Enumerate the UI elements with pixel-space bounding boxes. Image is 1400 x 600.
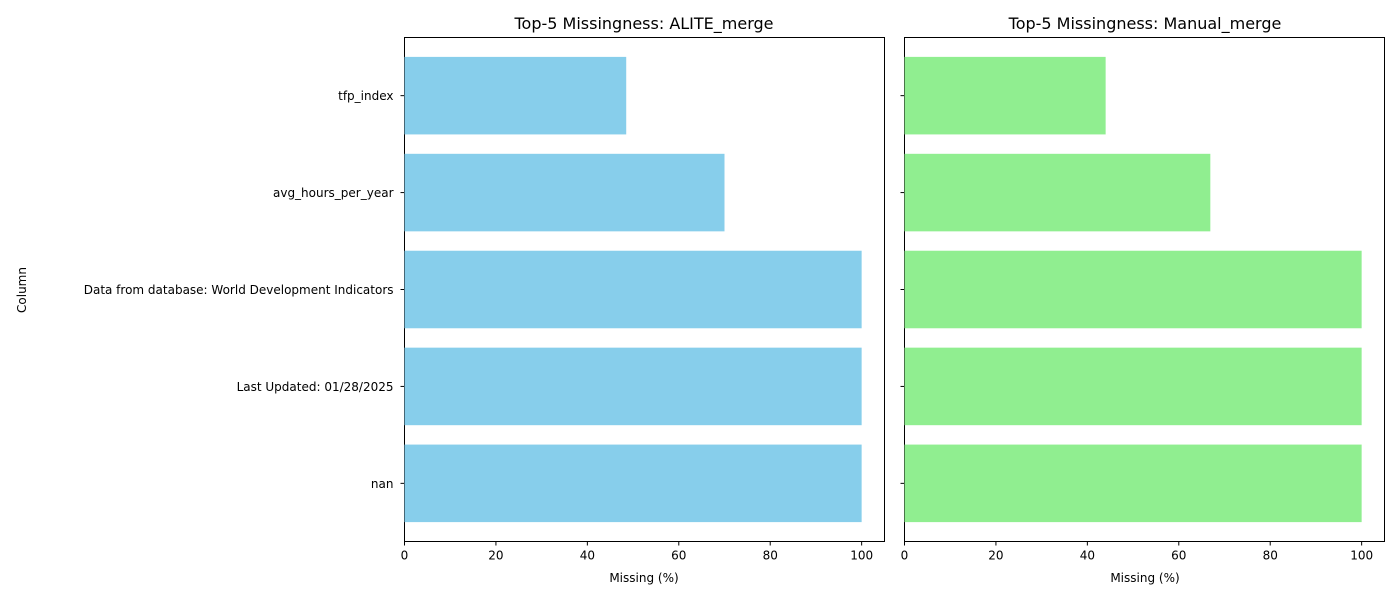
bar	[404, 153, 725, 232]
x-axis-ticks: 0 20 40 60 80 100	[401, 541, 873, 563]
bars	[904, 56, 1362, 523]
y-tick-label: Data from database: World Development In…	[84, 283, 394, 297]
x-tick-label: 40	[580, 549, 595, 563]
bar	[404, 56, 627, 135]
y-tick-label: Last Updated: 01/28/2025	[237, 380, 394, 394]
x-tick-label: 60	[671, 549, 686, 563]
bar	[904, 153, 1211, 232]
y-tick-label: tfp_index	[338, 89, 393, 103]
chart-title: Top-5 Missingness: Manual_merge	[1008, 14, 1282, 34]
bar	[904, 347, 1362, 426]
y-axis-label: Column	[15, 267, 29, 313]
chart-title: Top-5 Missingness: ALITE_merge	[513, 14, 773, 34]
x-axis-label: Missing (%)	[1110, 571, 1179, 585]
chart-panel-alite: Top-5 Missingness: ALITE_merge 0 20 40 60 80…	[15, 14, 885, 585]
x-tick-label: 100	[850, 549, 873, 563]
x-tick-label: 60	[1171, 549, 1186, 563]
bars	[404, 56, 862, 523]
bar	[404, 444, 862, 523]
x-tick-label: 40	[1080, 549, 1095, 563]
y-axis-ticks: tfp_index avg_hours_per_year Data from dat…	[84, 89, 405, 491]
bar	[404, 250, 862, 329]
x-tick-label: 0	[901, 549, 909, 563]
bar	[904, 250, 1362, 329]
x-tick-label: 20	[488, 549, 503, 563]
bar	[904, 56, 1106, 135]
x-tick-label: 80	[763, 549, 778, 563]
y-tick-label: avg_hours_per_year	[273, 186, 394, 200]
bar	[904, 444, 1362, 523]
x-tick-label: 100	[1350, 549, 1373, 563]
chart-panel-manual: Top-5 Missingness: Manual_merge 0 20 40 60 8…	[900, 14, 1385, 585]
x-tick-label: 0	[401, 549, 409, 563]
y-tick-label: nan	[371, 477, 394, 491]
x-axis-label: Missing (%)	[609, 571, 678, 585]
x-tick-label: 20	[988, 549, 1003, 563]
x-tick-label: 80	[1263, 549, 1278, 563]
y-axis-ticks	[900, 95, 905, 484]
bar	[404, 347, 862, 426]
x-axis-ticks: 0 20 40 60 80 100	[901, 541, 1373, 563]
